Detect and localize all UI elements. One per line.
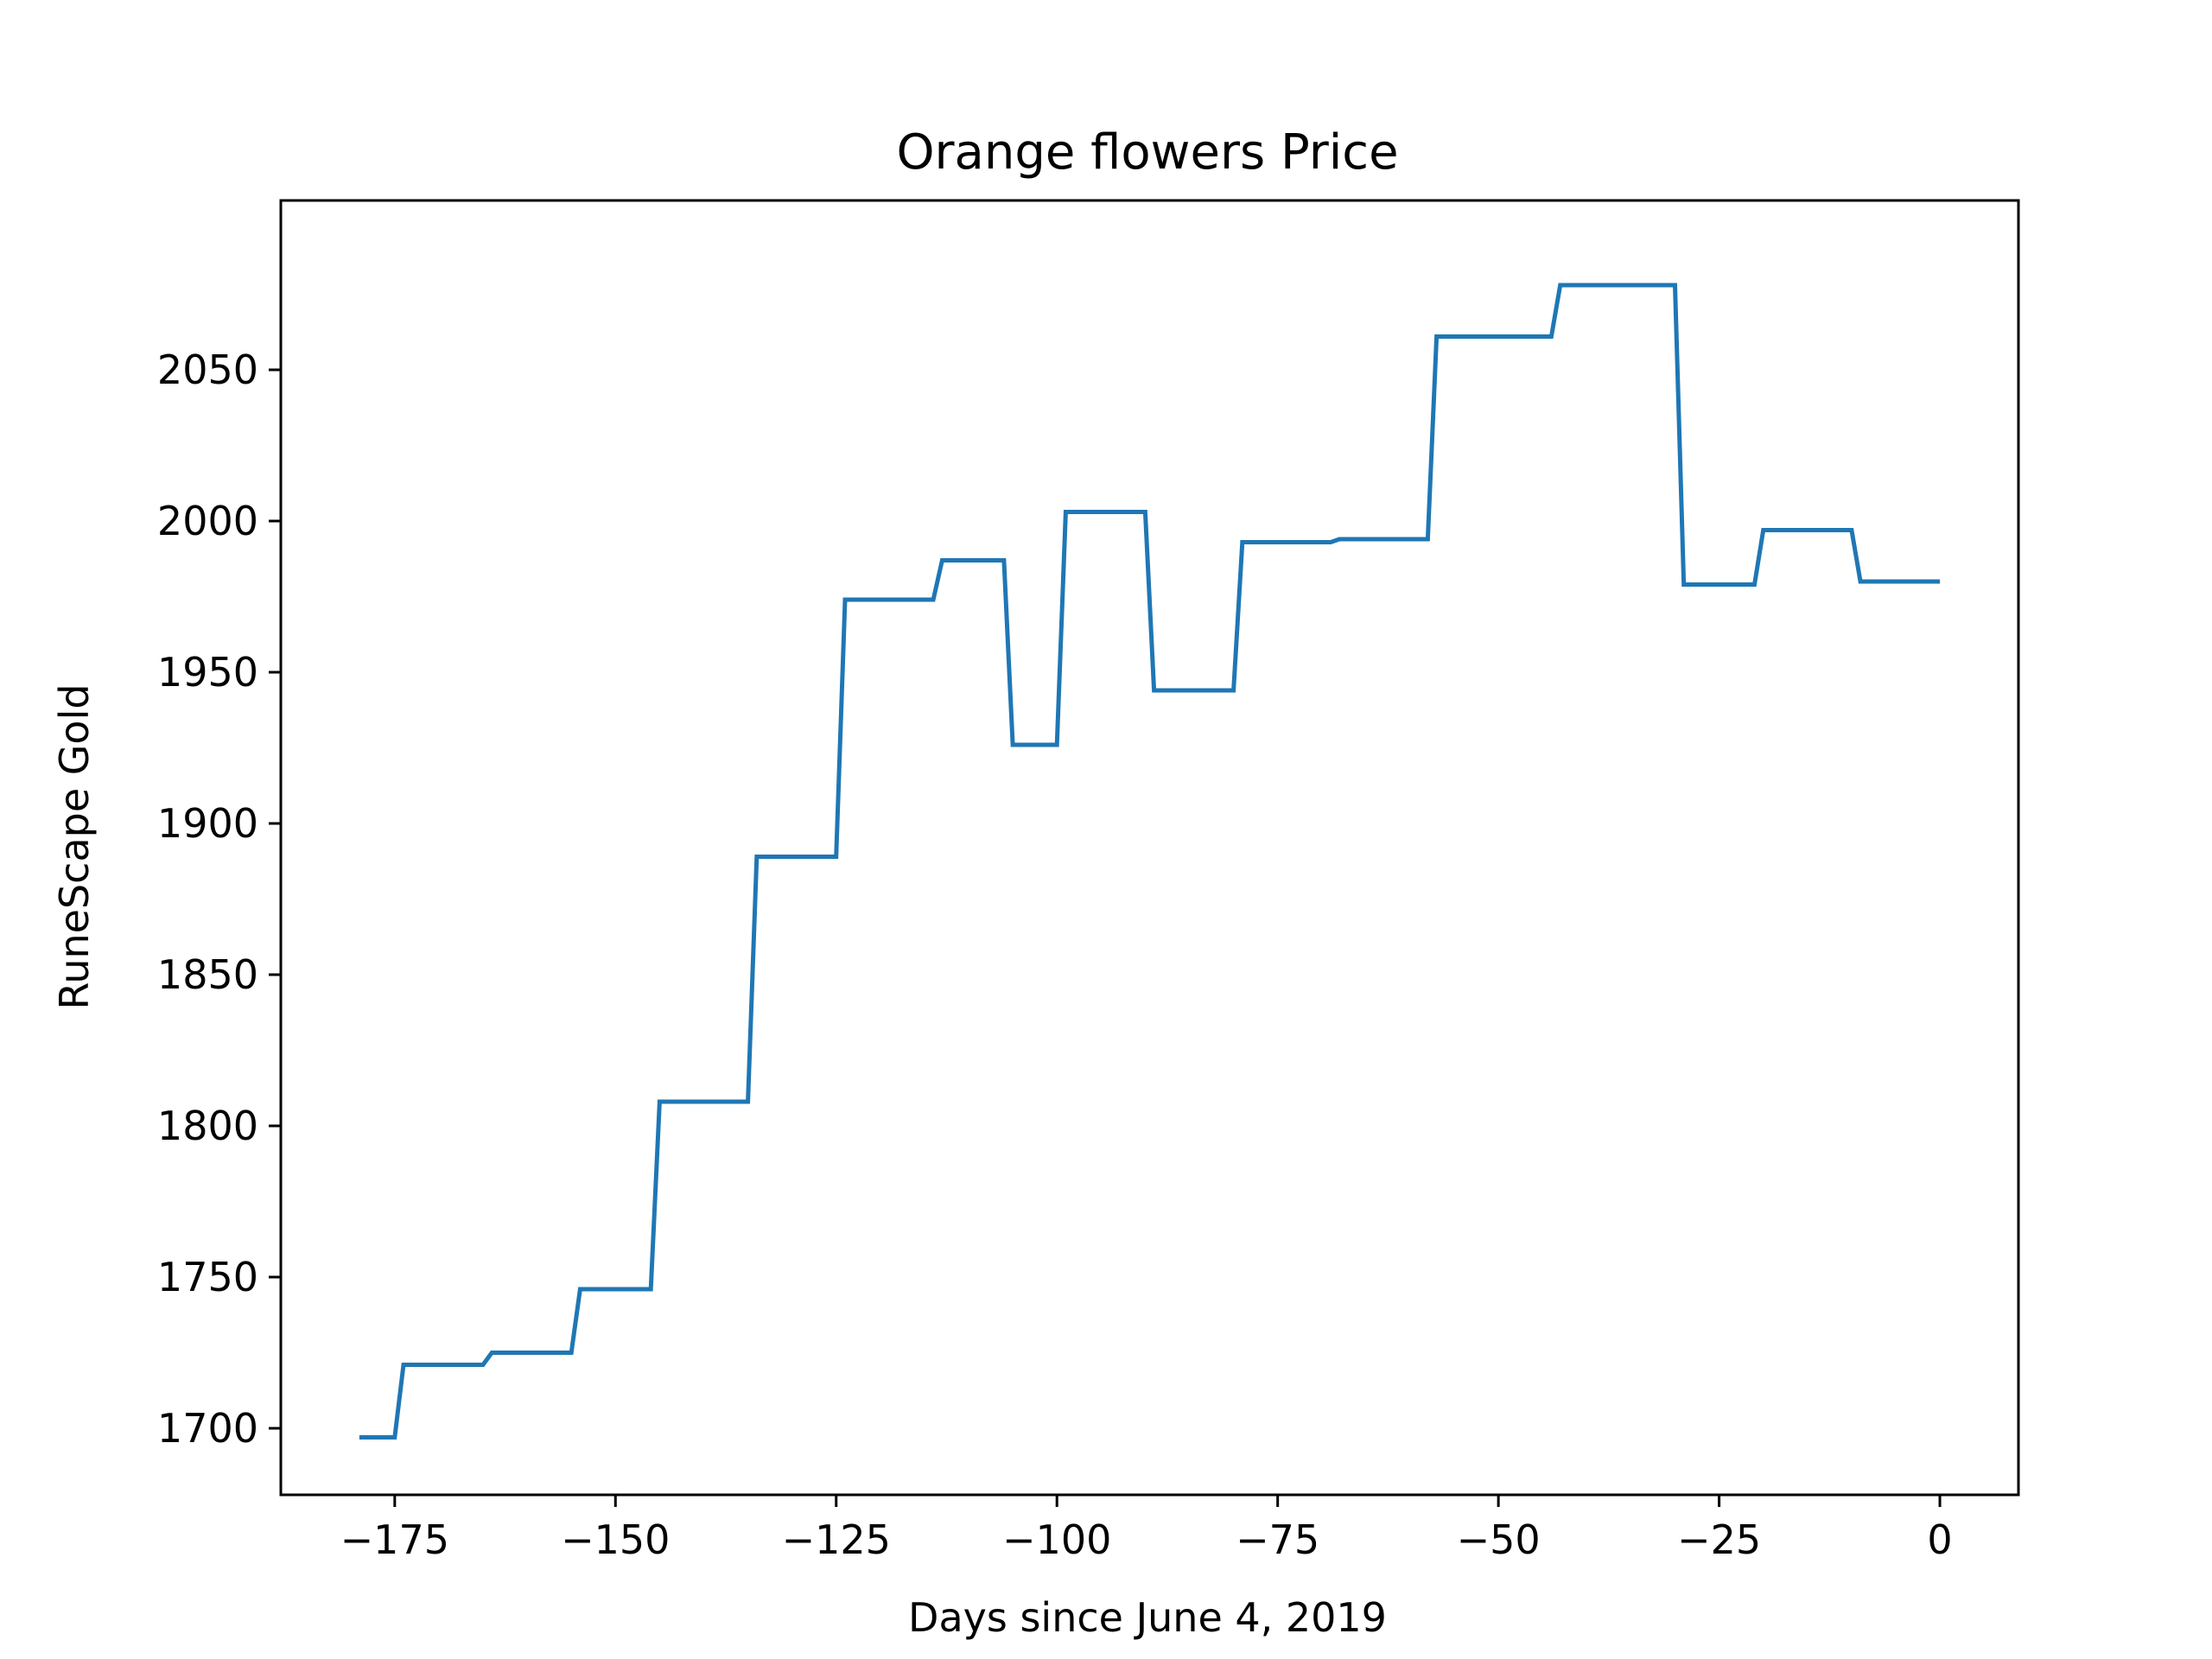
y-tick-label: 1850: [157, 951, 258, 998]
x-axis-label: Days since June 4, 2019: [908, 1594, 1387, 1641]
x-tick-label: −75: [1236, 1516, 1319, 1563]
series-line-price: [359, 283, 1941, 1440]
y-tick-label: 1800: [157, 1103, 258, 1149]
x-axis: −175 −150 −125 −100 −75 −50 −25 0: [340, 1495, 1953, 1563]
axes-frame: [279, 199, 2020, 1497]
y-tick-label: 2050: [157, 346, 258, 393]
x-tick-label: −100: [1002, 1516, 1111, 1563]
y-tick-label: 1700: [157, 1405, 258, 1452]
y-tick-label: 2000: [157, 498, 258, 544]
chart-title: Orange flowers Price: [896, 124, 1398, 181]
y-tick-label: 1900: [157, 800, 258, 847]
y-axis-label: RuneScape Gold: [51, 683, 98, 1009]
x-tick-label: −25: [1677, 1516, 1761, 1563]
x-tick-label: −175: [340, 1516, 449, 1563]
x-tick-label: −50: [1457, 1516, 1541, 1563]
y-tick-label: 1750: [157, 1254, 258, 1300]
x-tick-label: 0: [1927, 1516, 1952, 1563]
y-axis: 1700 1750 1800 1850 1900 1950 2000 2050: [157, 346, 281, 1452]
plot-area: [279, 199, 2020, 1497]
x-tick-label: −125: [782, 1516, 891, 1563]
y-tick-label: 1950: [157, 649, 258, 696]
x-tick-label: −150: [561, 1516, 670, 1563]
